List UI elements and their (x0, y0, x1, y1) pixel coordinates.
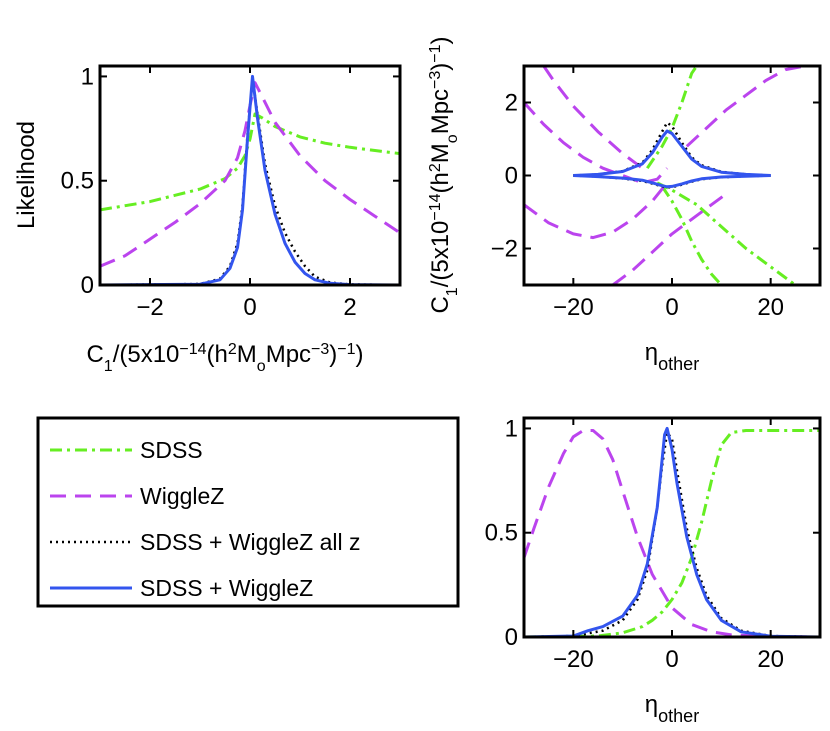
series-line-sdss-top-left-0 (100, 112, 400, 212)
ytick-label-top-right-0: −2 (491, 236, 518, 263)
ytick-label-top-right-2: 2 (505, 90, 518, 117)
xtick-label-top-right-0: −20 (553, 294, 594, 321)
xtick-label-bottom-right-2: 20 (757, 646, 784, 673)
legend-label-wigglez: WiggleZ (140, 483, 224, 509)
panel-top-left: −2 0 2 0 0.5 1 Likelihood C1/(5x10−14(h2MoMpc… (13, 63, 402, 375)
xtick-label-top-left-2: 2 (343, 294, 356, 321)
legend: SDSS WiggleZ SDSS + WiggleZ all z SDSS + Wi… (36, 416, 460, 608)
ticks-layer-top-left: −2 0 2 0 0.5 1 (61, 63, 400, 321)
legend-items: SDSS WiggleZ SDSS + WiggleZ all z SDSS + Wi… (50, 437, 361, 601)
series-line-sdss-top-right-2 (660, 185, 723, 285)
series-line-combined-top-right-10 (573, 129, 771, 177)
xtick-label-bottom-right-1: 0 (665, 646, 678, 673)
legend-label-combined: SDSS + WiggleZ (140, 575, 313, 601)
axes-frame-top-right (522, 64, 822, 287)
ytick-label-top-left-2: 1 (81, 63, 94, 90)
panel-top-right: −20 0 20−202 C1/(5x10−14(h2MoMpc−3)−1) ηot… (427, 36, 822, 374)
ytick-label-top-left-1: 0.5 (61, 168, 94, 195)
series-line-sdss-top-right-1 (656, 181, 797, 285)
series-line-wigglez-top-right-6 (685, 66, 820, 148)
xtick-label-top-right-1: 0 (665, 294, 678, 321)
series-line-allz-bottom-right-2 (524, 431, 820, 637)
ytick-label-top-right-1: 0 (505, 163, 518, 190)
xtick-label-bottom-right-0: −20 (553, 646, 594, 673)
legend-label-sdss: SDSS (140, 437, 203, 463)
xtick-label-top-left-1: 0 (243, 294, 256, 321)
series-line-combined-bottom-right-3 (524, 426, 820, 637)
ytick-label-bottom-right-1: 0.5 (485, 520, 518, 547)
ylabel-top-left: Likelihood (13, 121, 40, 229)
xlabel-bottom-right: ηother (645, 691, 699, 726)
series-line-combined-top-left-3 (100, 74, 400, 285)
series-line-wigglez-bottom-right-1 (524, 429, 820, 637)
series-line-allz-top-left-2 (100, 77, 400, 285)
series-line-wigglez-top-right-5 (524, 181, 669, 240)
panel-bottom-right: −20 0 20 0 0.5 1 ηother (485, 415, 822, 726)
ytick-label-top-left-0: 0 (81, 272, 94, 299)
xtick-label-top-right-2: 20 (757, 294, 784, 321)
series-layer-top-right (524, 66, 820, 285)
xlabel-top-right: ηother (645, 339, 699, 374)
xtick-label-top-left-0: −2 (136, 294, 163, 321)
series-line-sdss-top-right-0 (646, 66, 698, 170)
series-line-combined-top-right-11 (573, 174, 771, 189)
series-layer-top-left (100, 74, 400, 285)
series-line-wigglez-top-right-4 (542, 66, 649, 174)
xlabel-top-left: C1/(5x10−14(h2MoMpc−3)−1) (86, 341, 363, 375)
series-line-wigglez-top-right-3 (524, 101, 669, 185)
ticks-layer-bottom-right: −20 0 20 0 0.5 1 (485, 415, 820, 673)
series-line-sdss-bottom-right-0 (524, 429, 820, 637)
ytick-label-bottom-right-0: 0 (505, 624, 518, 651)
series-line-allz-top-right-8 (573, 121, 771, 177)
series-layer-bottom-right (524, 426, 820, 637)
series-line-wigglez-top-right-7 (611, 192, 728, 285)
legend-label-allz: SDSS + WiggleZ all z (140, 529, 361, 555)
ticks-layer-top-right: −20 0 20−202 (491, 66, 820, 321)
ylabel-top-right: C1/(5x10−14(h2MoMpc−3)−1) (427, 36, 461, 313)
ytick-label-bottom-right-2: 1 (505, 415, 518, 442)
